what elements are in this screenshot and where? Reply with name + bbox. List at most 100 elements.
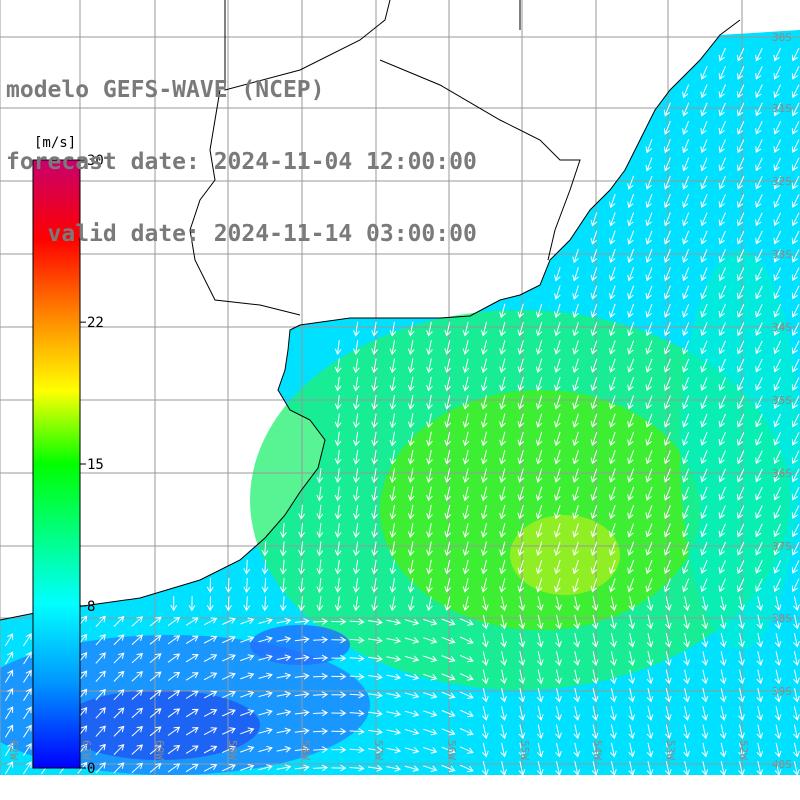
wind-arrow <box>628 742 636 758</box>
wind-arrow <box>774 632 782 648</box>
wind-arrow <box>426 358 433 374</box>
wind-arrow <box>645 322 653 337</box>
wind-arrow <box>4 687 14 702</box>
wind-arrow <box>755 505 763 519</box>
wind-vectors <box>4 47 800 775</box>
wind-arrow <box>389 449 397 465</box>
wind-arrow <box>773 249 782 263</box>
wind-arrow <box>4 633 14 647</box>
wind-arrow <box>682 505 690 520</box>
wind-arrow <box>773 413 782 428</box>
wind-arrow <box>645 194 653 209</box>
wind-arrow <box>572 395 579 410</box>
wind-arrow <box>718 303 726 318</box>
wind-arrow <box>663 395 671 410</box>
wind-arrow <box>95 725 106 737</box>
wind-arrow <box>441 728 456 736</box>
wind-arrow <box>700 541 708 556</box>
wind-arrow <box>645 340 653 355</box>
wind-arrow <box>590 212 598 227</box>
wind-arrow <box>389 468 397 484</box>
wind-arrow <box>294 764 310 772</box>
forecast-date: forecast date: 2024-11-04 12:00:00 <box>6 149 477 175</box>
wind-arrow <box>371 431 378 447</box>
lat-label: 36S <box>772 467 792 480</box>
wind-arrow <box>791 340 800 355</box>
wind-arrow <box>701 596 709 612</box>
wind-arrow <box>645 175 653 190</box>
wind-arrow <box>499 541 506 557</box>
wind-arrow <box>462 449 470 465</box>
wind-arrow <box>718 230 726 245</box>
wind-arrow <box>738 632 745 648</box>
wind-arrow <box>793 706 800 721</box>
wind-arrow <box>628 669 636 685</box>
lon-label: 58W <box>299 740 312 760</box>
wind-arrow <box>517 431 525 447</box>
wind-arrow <box>682 102 690 117</box>
border-uruguay <box>189 89 301 316</box>
wind-arrow <box>313 618 329 625</box>
wind-arrow <box>701 669 709 685</box>
wind-arrow <box>23 669 32 683</box>
wind-arrow <box>404 637 420 644</box>
wind-arrow <box>368 746 383 754</box>
wind-arrow <box>334 413 342 429</box>
wind-arrow <box>258 672 273 680</box>
wind-arrow <box>646 651 654 666</box>
wind-arrow <box>645 486 653 501</box>
wind-arrow <box>294 654 310 662</box>
wind-arrow <box>572 486 579 502</box>
wind-arrow <box>23 633 32 647</box>
wind-arrow <box>591 706 599 721</box>
wind-arrow <box>167 745 181 755</box>
wind-arrow <box>426 321 433 337</box>
wind-arrow <box>240 617 255 625</box>
wind-arrow <box>368 636 383 644</box>
wind-arrow <box>773 322 782 336</box>
wind-arrow <box>645 523 653 538</box>
wind-arrow <box>480 321 488 337</box>
wind-arrow <box>610 632 617 648</box>
wind-arrow <box>554 541 561 557</box>
wind-arrow <box>349 673 365 681</box>
wind-arrow <box>718 267 726 282</box>
wind-arrow <box>773 120 782 135</box>
wind-arrow <box>755 541 763 556</box>
wind-arrow <box>590 322 598 337</box>
wind-arrow <box>518 706 526 721</box>
wind-arrow <box>240 727 255 735</box>
wind-arrow <box>627 358 635 373</box>
wind-arrow <box>462 340 470 355</box>
wind-arrow <box>663 560 671 575</box>
wind-arrow <box>663 285 671 300</box>
wind-arrow <box>4 724 14 738</box>
wind-arrow <box>404 655 420 663</box>
wind-arrow <box>316 596 324 612</box>
wind-arrow <box>590 505 598 520</box>
wind-arrow <box>773 66 782 80</box>
wind-arrow <box>773 84 782 99</box>
wind-arrow <box>554 523 561 538</box>
wind-arrow <box>481 724 489 740</box>
lat-label: 30S <box>772 31 792 44</box>
wind-arrow <box>590 523 598 538</box>
wind-arrow <box>573 614 581 630</box>
wind-arrow <box>736 377 745 391</box>
wind-arrow <box>700 322 708 337</box>
wind-arrow <box>774 651 782 666</box>
wind-arrow <box>664 761 672 775</box>
wind-arrow <box>368 691 383 699</box>
wind-arrow <box>170 596 178 612</box>
wind-arrow <box>610 669 617 685</box>
wind-arrow <box>755 450 763 465</box>
wind-arrow <box>736 395 745 410</box>
lat-label: 39S <box>772 685 792 698</box>
wind-arrow <box>203 727 218 736</box>
wind-arrow <box>645 139 653 154</box>
wind-arrow <box>646 742 654 758</box>
wind-arrow <box>518 761 526 775</box>
wind-arrow <box>499 486 506 502</box>
wind-arrow <box>386 655 402 662</box>
wind-arrow <box>755 395 763 410</box>
